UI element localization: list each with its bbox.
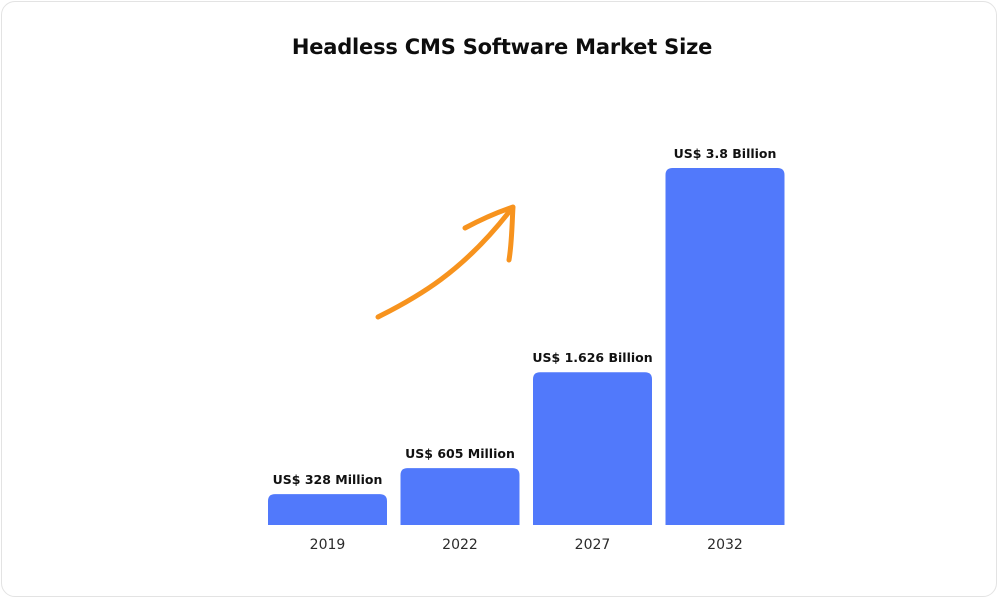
x-tick-label-2027: 2027 — [575, 537, 611, 553]
growth-arrow-icon — [375, 204, 516, 320]
x-tick-label-2019: 2019 — [310, 537, 346, 553]
bars-layer — [268, 168, 785, 525]
data-label-2027: US$ 1.626 Billion — [532, 350, 652, 365]
chart-title: Headless CMS Software Market Size — [291, 35, 713, 59]
data-label-2032: US$ 3.8 Billion — [674, 146, 777, 161]
bar-2027 — [533, 372, 652, 525]
data-labels-layer: US$ 328 Million US$ 605 Million US$ 1.626 … — [273, 146, 777, 487]
arrow-shaft — [375, 209, 512, 320]
x-tick-label-2032: 2032 — [707, 537, 743, 553]
bar-2019 — [268, 494, 387, 525]
x-axis-ticks: 2019 2022 2027 2032 — [310, 537, 743, 553]
arrow-head — [462, 204, 516, 263]
bar-2022 — [400, 468, 520, 525]
bar-2032 — [665, 168, 785, 525]
data-label-2019: US$ 328 Million — [273, 472, 383, 487]
data-label-2022: US$ 605 Million — [405, 446, 515, 461]
x-tick-label-2022: 2022 — [442, 537, 478, 553]
